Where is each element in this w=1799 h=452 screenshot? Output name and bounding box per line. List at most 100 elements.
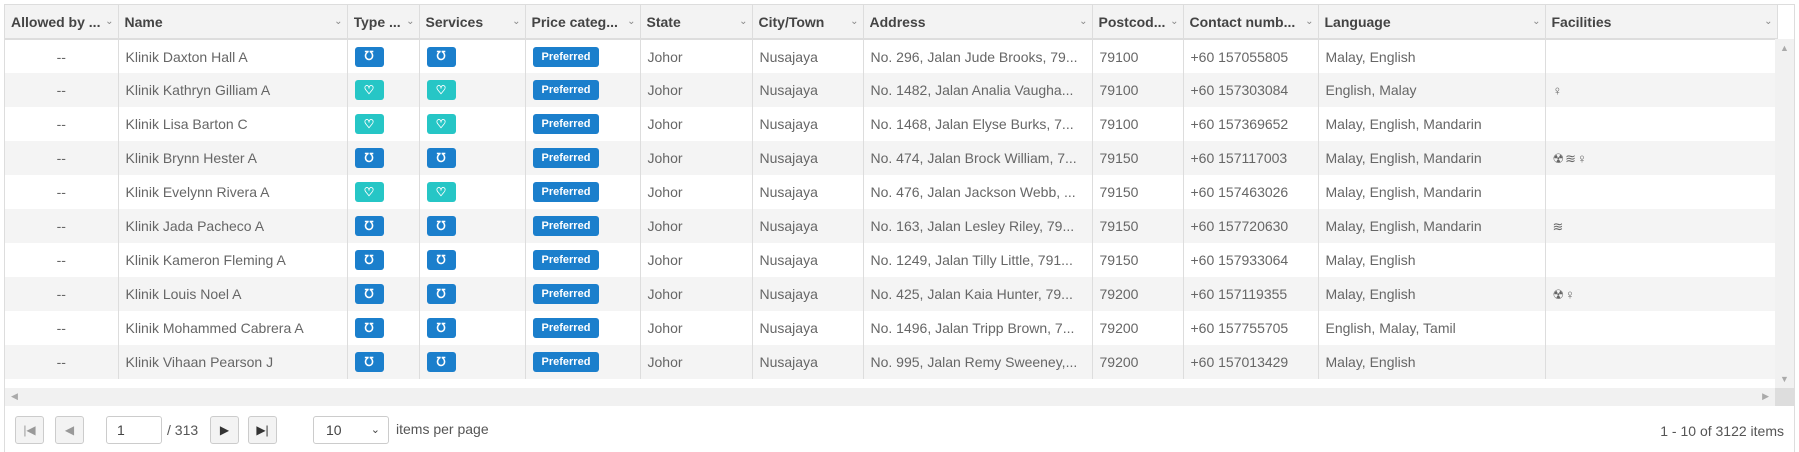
- horizontal-scrollbar[interactable]: ◀ ▶: [5, 388, 1777, 406]
- price-category-badge: Preferred: [532, 216, 600, 236]
- column-header-content: Services ⌄: [426, 14, 521, 30]
- price-category-badge: Preferred: [532, 250, 600, 270]
- column-header[interactable]: Name ⌄: [118, 5, 348, 40]
- column-menu-icon[interactable]: ⌄: [850, 15, 859, 27]
- column-header[interactable]: Price categ... ⌄: [525, 5, 641, 40]
- table-row[interactable]: -- Klinik Kameron Fleming A ᘮ ᘮ Preferred Joh…: [5, 243, 1778, 277]
- scroll-left-icon[interactable]: ◀: [11, 391, 18, 401]
- column-header[interactable]: Services ⌄: [419, 5, 526, 40]
- scroll-down-icon[interactable]: ▼: [1780, 374, 1789, 384]
- first-page-button[interactable]: |◀: [15, 416, 44, 444]
- type-cell: ♡: [347, 73, 420, 107]
- column-header[interactable]: Allowed by ... ⌄: [5, 5, 119, 40]
- pager-info: 1 - 10 of 3122 items: [1660, 423, 1784, 439]
- stethoscope-icon: ᘮ: [354, 216, 384, 236]
- clinic-grid: Allowed by ... ⌄ Name ⌄ Type ... ⌄ Services ⌄ Pr…: [4, 4, 1795, 406]
- next-page-button[interactable]: ▶: [210, 416, 239, 444]
- price-category-badge: Preferred: [532, 80, 600, 100]
- chevron-down-icon: ⌄: [370, 424, 380, 436]
- city-cell: Nusajaya: [752, 107, 864, 141]
- allowed-by-cell: --: [5, 141, 119, 175]
- tooth-icon: ♡: [354, 114, 384, 134]
- column-menu-icon[interactable]: ⌄: [739, 15, 748, 27]
- language-cell: Malay, English: [1318, 345, 1546, 379]
- price-category-badge: Preferred: [532, 148, 600, 168]
- name-cell: Klinik Jada Pacheco A: [118, 209, 348, 243]
- last-page-button[interactable]: ▶|: [248, 416, 277, 444]
- contact-cell: +60 157369652: [1183, 107, 1319, 141]
- column-menu-icon[interactable]: ⌄: [1305, 15, 1314, 27]
- column-menu-icon[interactable]: ⌄: [1170, 15, 1179, 27]
- table-row[interactable]: -- Klinik Lisa Barton C ♡ ♡ Preferred Johor Nu…: [5, 107, 1778, 141]
- type-cell: ᘮ: [347, 39, 420, 73]
- name-cell: Klinik Brynn Hester A: [118, 141, 348, 175]
- total-pages: / 313: [167, 422, 199, 438]
- column-header[interactable]: City/Town ⌄: [752, 5, 864, 40]
- column-header-content: Allowed by ... ⌄: [11, 14, 114, 30]
- column-header-label: City/Town: [758, 13, 825, 30]
- female-icon: ♀: [1565, 286, 1576, 302]
- column-menu-icon[interactable]: ⌄: [1079, 15, 1088, 27]
- tooth-icon: ♡: [354, 182, 384, 202]
- clinic-table: Allowed by ... ⌄ Name ⌄ Type ... ⌄ Services ⌄ Pr…: [5, 5, 1778, 379]
- contact-cell: +60 157303084: [1183, 73, 1319, 107]
- tooth-icon: ♡: [426, 114, 456, 134]
- scroll-up-icon[interactable]: ▲: [1780, 43, 1789, 53]
- column-header[interactable]: State ⌄: [640, 5, 753, 40]
- column-menu-icon[interactable]: ⌄: [512, 15, 521, 27]
- column-header-content: Name ⌄: [125, 14, 343, 30]
- table-row[interactable]: -- Klinik Louis Noel A ᘮ ᘮ Preferred Johor Nus…: [5, 277, 1778, 311]
- column-menu-icon[interactable]: ⌄: [627, 15, 636, 27]
- column-menu-icon[interactable]: ⌄: [334, 15, 343, 27]
- price-category-badge: Preferred: [532, 284, 600, 304]
- table-row[interactable]: -- Klinik Vihaan Pearson J ᘮ ᘮ Preferred Joho…: [5, 345, 1778, 379]
- column-menu-icon[interactable]: ⌄: [406, 15, 415, 27]
- price-category-cell: Preferred: [525, 277, 641, 311]
- column-menu-icon[interactable]: ⌄: [105, 15, 114, 27]
- column-menu-icon[interactable]: ⌄: [1532, 15, 1541, 27]
- city-cell: Nusajaya: [752, 209, 864, 243]
- price-category-cell: Preferred: [525, 209, 641, 243]
- column-header-content: Postcod... ⌄: [1099, 14, 1179, 30]
- page-input[interactable]: 1: [106, 416, 162, 444]
- language-cell: Malay, English: [1318, 277, 1546, 311]
- table-row[interactable]: -- Klinik Jada Pacheco A ᘮ ᘮ Preferred Johor N…: [5, 209, 1778, 243]
- column-header[interactable]: Facilities ⌄: [1545, 5, 1778, 40]
- facilities-cell: ☢♀: [1545, 277, 1778, 311]
- column-header-label: Type ...: [353, 13, 401, 30]
- waves-icon: ≋: [1565, 150, 1578, 166]
- city-cell: Nusajaya: [752, 243, 864, 277]
- city-cell: Nusajaya: [752, 141, 864, 175]
- name-cell: Klinik Lisa Barton C: [118, 107, 348, 141]
- stethoscope-icon: ᘮ: [354, 148, 384, 168]
- column-header[interactable]: Type ... ⌄: [347, 5, 420, 40]
- price-category-cell: Preferred: [525, 175, 641, 209]
- contact-cell: +60 157463026: [1183, 175, 1319, 209]
- services-cell: ᘮ: [419, 277, 526, 311]
- column-header[interactable]: Postcod... ⌄: [1092, 5, 1184, 40]
- table-row[interactable]: -- Klinik Mohammed Cabrera A ᘮ ᘮ Preferred Jo…: [5, 311, 1778, 345]
- page-size-select[interactable]: 10 ⌄: [313, 416, 389, 444]
- column-menu-icon[interactable]: ⌄: [1764, 15, 1773, 27]
- stethoscope-icon: ᘮ: [354, 284, 384, 304]
- allowed-by-cell: --: [5, 243, 119, 277]
- column-header[interactable]: Contact numb... ⌄: [1183, 5, 1319, 40]
- services-cell: ♡: [419, 175, 526, 209]
- stethoscope-icon: ᘮ: [426, 318, 456, 338]
- tooth-icon: ♡: [426, 182, 456, 202]
- vertical-scrollbar[interactable]: ▲ ▼: [1775, 39, 1794, 388]
- services-cell: ᘮ: [419, 345, 526, 379]
- facilities-cell: [1545, 175, 1778, 209]
- table-row[interactable]: -- Klinik Daxton Hall A ᘮ ᘮ Preferred Johor Nu…: [5, 39, 1778, 73]
- column-header[interactable]: Language ⌄: [1318, 5, 1546, 40]
- table-row[interactable]: -- Klinik Kathryn Gilliam A ♡ ♡ Preferred Joh…: [5, 73, 1778, 107]
- previous-page-button[interactable]: ◀: [55, 416, 84, 444]
- scroll-right-icon[interactable]: ▶: [1762, 391, 1769, 401]
- language-cell: Malay, English, Mandarin: [1318, 107, 1546, 141]
- type-cell: ᘮ: [347, 277, 420, 311]
- column-header[interactable]: Address ⌄: [863, 5, 1093, 40]
- facilities-cell: [1545, 243, 1778, 277]
- table-row[interactable]: -- Klinik Evelynn Rivera A ♡ ♡ Preferred Joho…: [5, 175, 1778, 209]
- allowed-by-cell: --: [5, 175, 119, 209]
- table-row[interactable]: -- Klinik Brynn Hester A ᘮ ᘮ Preferred Johor N…: [5, 141, 1778, 175]
